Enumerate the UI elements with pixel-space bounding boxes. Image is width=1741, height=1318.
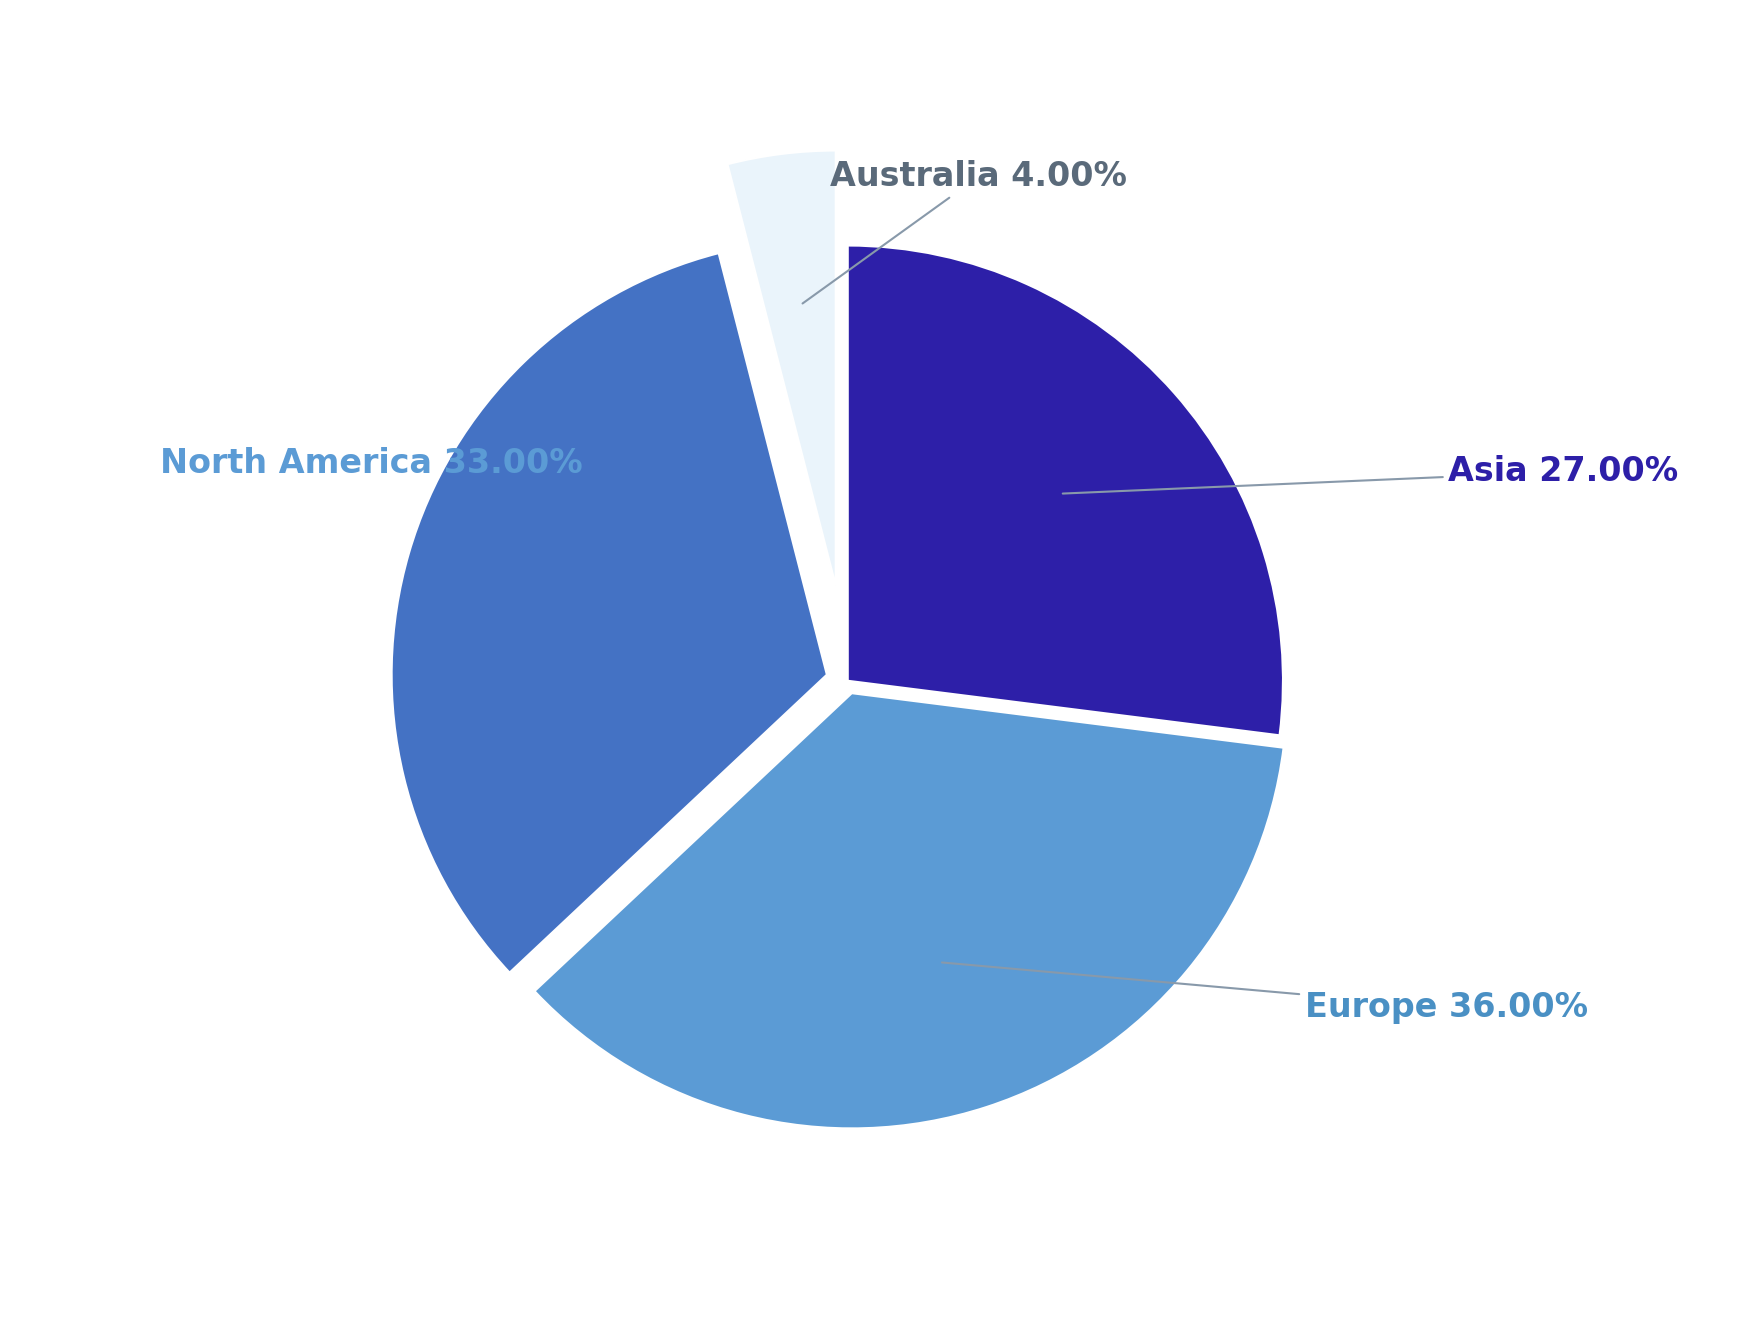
Text: Asia 27.00%: Asia 27.00% <box>1062 455 1678 493</box>
Wedge shape <box>534 693 1283 1128</box>
Wedge shape <box>848 245 1283 735</box>
Wedge shape <box>728 150 836 585</box>
Text: North America 33.00%: North America 33.00% <box>160 447 583 480</box>
Wedge shape <box>392 253 827 973</box>
Text: Europe 36.00%: Europe 36.00% <box>942 962 1588 1024</box>
Text: Australia 4.00%: Australia 4.00% <box>803 161 1126 303</box>
